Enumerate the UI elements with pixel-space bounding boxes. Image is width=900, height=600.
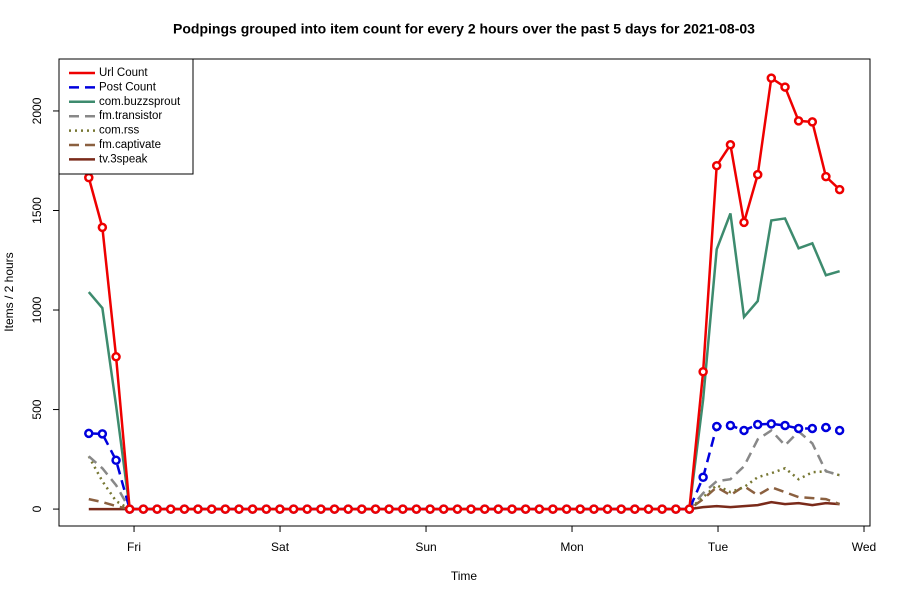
data-point xyxy=(97,222,108,233)
data-point xyxy=(138,504,149,514)
data-point xyxy=(575,504,585,514)
y-tick-label: 2000 xyxy=(30,97,44,124)
data-point xyxy=(247,504,258,514)
data-point xyxy=(739,217,749,228)
data-point xyxy=(725,420,736,431)
data-point xyxy=(671,504,681,514)
data-point xyxy=(766,73,777,83)
y-tick-label: 0 xyxy=(30,505,44,512)
data-point xyxy=(548,504,558,514)
data-point xyxy=(766,419,777,429)
data-point xyxy=(616,504,626,514)
data-point xyxy=(111,352,121,362)
data-point xyxy=(493,504,504,514)
legend-label: fm.transistor xyxy=(99,110,162,122)
x-tick-label: Wed xyxy=(852,540,876,554)
y-axis-label: Items / 2 hours xyxy=(2,252,16,331)
data-point xyxy=(384,504,394,514)
data-point xyxy=(84,172,94,183)
data-point xyxy=(821,422,831,433)
data-point xyxy=(834,184,845,195)
data-point xyxy=(234,504,244,514)
data-point xyxy=(698,366,708,377)
data-point xyxy=(425,504,435,514)
legend-box xyxy=(58,58,194,175)
x-tick-label: Fri xyxy=(127,540,141,554)
data-point xyxy=(834,425,845,436)
y-tick-label: 1500 xyxy=(30,197,44,224)
data-point xyxy=(111,455,121,466)
data-point xyxy=(507,504,517,514)
legend-label: Url Count xyxy=(99,67,148,79)
data-point xyxy=(711,421,722,432)
data-point xyxy=(602,504,613,514)
data-point xyxy=(302,504,312,514)
data-point xyxy=(725,140,736,150)
legend-label: Post Count xyxy=(99,81,157,93)
data-point xyxy=(370,504,381,514)
data-point xyxy=(97,429,108,439)
plot-frame xyxy=(58,58,871,527)
data-point xyxy=(657,504,667,514)
data-point xyxy=(220,504,231,514)
x-tick-label: Sun xyxy=(415,540,436,554)
data-point xyxy=(698,472,708,482)
data-point xyxy=(398,504,408,514)
data-point xyxy=(643,504,654,514)
data-point xyxy=(821,171,831,182)
data-point xyxy=(193,504,203,514)
data-point xyxy=(807,117,818,127)
data-point xyxy=(520,504,531,514)
data-point xyxy=(780,420,790,431)
data-point xyxy=(711,160,722,171)
data-point xyxy=(807,423,818,434)
data-point xyxy=(752,419,763,430)
y-tick-label: 500 xyxy=(30,399,44,419)
data-point xyxy=(793,116,804,126)
data-point xyxy=(589,504,599,514)
data-point xyxy=(561,504,572,514)
x-tick-label: Sat xyxy=(271,540,290,554)
data-point xyxy=(288,504,299,514)
x-tick-label: Mon xyxy=(560,540,583,554)
data-point xyxy=(357,504,367,514)
data-point xyxy=(152,504,162,514)
legend-label: com.rss xyxy=(99,125,140,137)
data-point xyxy=(329,504,340,514)
y-tick-label: 1000 xyxy=(30,296,44,323)
data-point xyxy=(780,82,790,92)
legend-label: fm.captivate xyxy=(99,139,161,151)
data-point xyxy=(479,504,490,514)
data-point xyxy=(752,169,763,180)
x-tick-label: Tue xyxy=(708,540,729,554)
data-point xyxy=(343,504,353,514)
data-point xyxy=(124,504,135,514)
data-point xyxy=(165,504,176,514)
data-point xyxy=(452,504,463,514)
data-point xyxy=(739,425,749,436)
data-point xyxy=(316,504,326,514)
data-point xyxy=(466,504,476,514)
data-point xyxy=(438,504,449,514)
data-point xyxy=(275,504,285,514)
x-axis-label: Time xyxy=(451,569,478,583)
data-point xyxy=(684,504,695,514)
data-point xyxy=(630,504,640,514)
chart-title: Podpings grouped into item count for eve… xyxy=(173,21,755,37)
data-point xyxy=(793,423,804,434)
data-point xyxy=(261,504,272,514)
legend-label: com.buzzsprout xyxy=(99,96,181,108)
data-point xyxy=(206,504,217,514)
legend-label: tv.3speak xyxy=(99,153,148,165)
data-point xyxy=(84,428,94,439)
data-point xyxy=(411,504,422,514)
data-point xyxy=(179,504,190,514)
data-point xyxy=(534,504,545,514)
